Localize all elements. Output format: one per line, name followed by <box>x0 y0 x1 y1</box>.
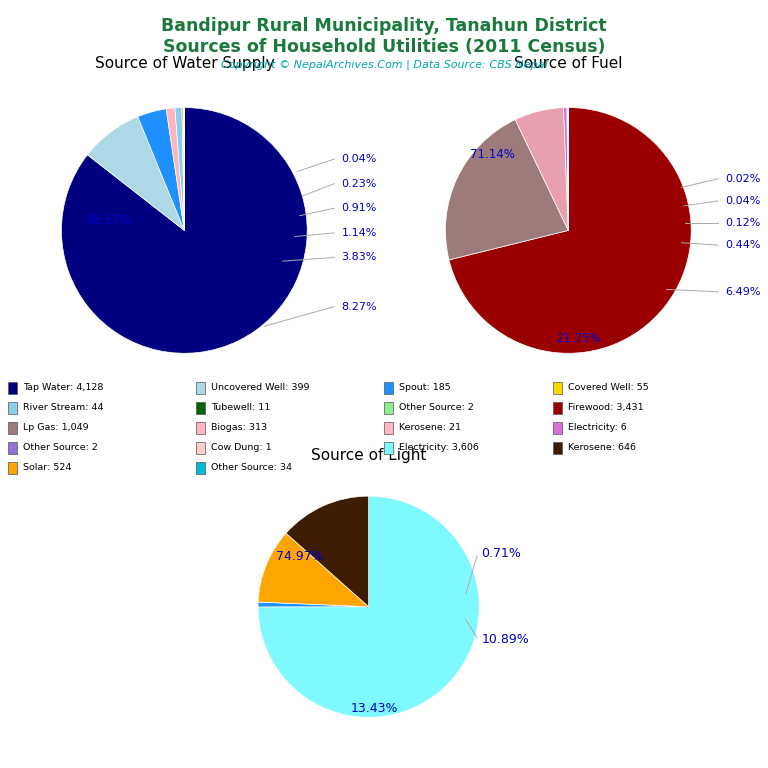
Text: 1.14%: 1.14% <box>342 228 377 238</box>
Text: 10.89%: 10.89% <box>482 634 529 647</box>
Wedge shape <box>258 602 369 607</box>
Text: 0.71%: 0.71% <box>482 547 521 560</box>
Text: Cow Dung: 1: Cow Dung: 1 <box>211 443 272 452</box>
Wedge shape <box>175 108 184 230</box>
Title: Source of Fuel: Source of Fuel <box>514 57 623 71</box>
Text: Solar: 524: Solar: 524 <box>23 463 71 472</box>
Text: River Stream: 44: River Stream: 44 <box>23 403 104 412</box>
Wedge shape <box>258 533 369 607</box>
Text: Kerosene: 21: Kerosene: 21 <box>399 423 462 432</box>
Text: Covered Well: 55: Covered Well: 55 <box>568 383 649 392</box>
Wedge shape <box>564 108 568 230</box>
Wedge shape <box>182 108 184 230</box>
Text: Other Source: 2: Other Source: 2 <box>399 403 474 412</box>
Title: Source of Light: Source of Light <box>311 449 426 463</box>
Text: Bandipur Rural Municipality, Tanahun District: Bandipur Rural Municipality, Tanahun Dis… <box>161 17 607 35</box>
Wedge shape <box>445 120 568 260</box>
Wedge shape <box>449 108 691 353</box>
Text: Copyright © NepalArchives.Com | Data Source: CBS Nepal: Copyright © NepalArchives.Com | Data Sou… <box>220 60 548 71</box>
Text: 0.12%: 0.12% <box>726 218 761 228</box>
Text: Other Source: 2: Other Source: 2 <box>23 443 98 452</box>
Text: 6.49%: 6.49% <box>726 286 761 297</box>
Text: Kerosene: 646: Kerosene: 646 <box>568 443 637 452</box>
Wedge shape <box>88 117 184 230</box>
Text: Electricity: 3,606: Electricity: 3,606 <box>399 443 479 452</box>
Wedge shape <box>137 109 184 230</box>
Wedge shape <box>61 108 307 353</box>
Text: 0.23%: 0.23% <box>342 179 377 189</box>
Text: 71.14%: 71.14% <box>470 147 515 161</box>
Text: Uncovered Well: 399: Uncovered Well: 399 <box>211 383 310 392</box>
Text: Other Source: 34: Other Source: 34 <box>211 463 292 472</box>
Wedge shape <box>515 108 568 230</box>
Text: 8.27%: 8.27% <box>342 302 377 312</box>
Text: Tubewell: 11: Tubewell: 11 <box>211 403 270 412</box>
Text: Spout: 185: Spout: 185 <box>399 383 451 392</box>
Text: Electricity: 6: Electricity: 6 <box>568 423 627 432</box>
Text: 13.43%: 13.43% <box>350 702 398 715</box>
Text: 3.83%: 3.83% <box>342 253 377 263</box>
Wedge shape <box>166 108 184 230</box>
Wedge shape <box>286 496 369 607</box>
Text: 85.57%: 85.57% <box>86 214 131 227</box>
Text: 0.04%: 0.04% <box>726 196 761 206</box>
Text: 21.75%: 21.75% <box>556 332 601 345</box>
Text: 0.02%: 0.02% <box>726 174 761 184</box>
Text: Firewood: 3,431: Firewood: 3,431 <box>568 403 644 412</box>
Wedge shape <box>567 108 568 230</box>
Text: 0.44%: 0.44% <box>726 240 761 250</box>
Text: 74.97%: 74.97% <box>276 551 324 564</box>
Text: Lp Gas: 1,049: Lp Gas: 1,049 <box>23 423 88 432</box>
Text: Tap Water: 4,128: Tap Water: 4,128 <box>23 383 104 392</box>
Text: Biogas: 313: Biogas: 313 <box>211 423 267 432</box>
Text: 0.04%: 0.04% <box>342 154 377 164</box>
Text: Sources of Household Utilities (2011 Census): Sources of Household Utilities (2011 Cen… <box>163 38 605 56</box>
Wedge shape <box>258 496 479 717</box>
Text: 0.91%: 0.91% <box>342 204 377 214</box>
Title: Source of Water Supply: Source of Water Supply <box>94 57 274 71</box>
